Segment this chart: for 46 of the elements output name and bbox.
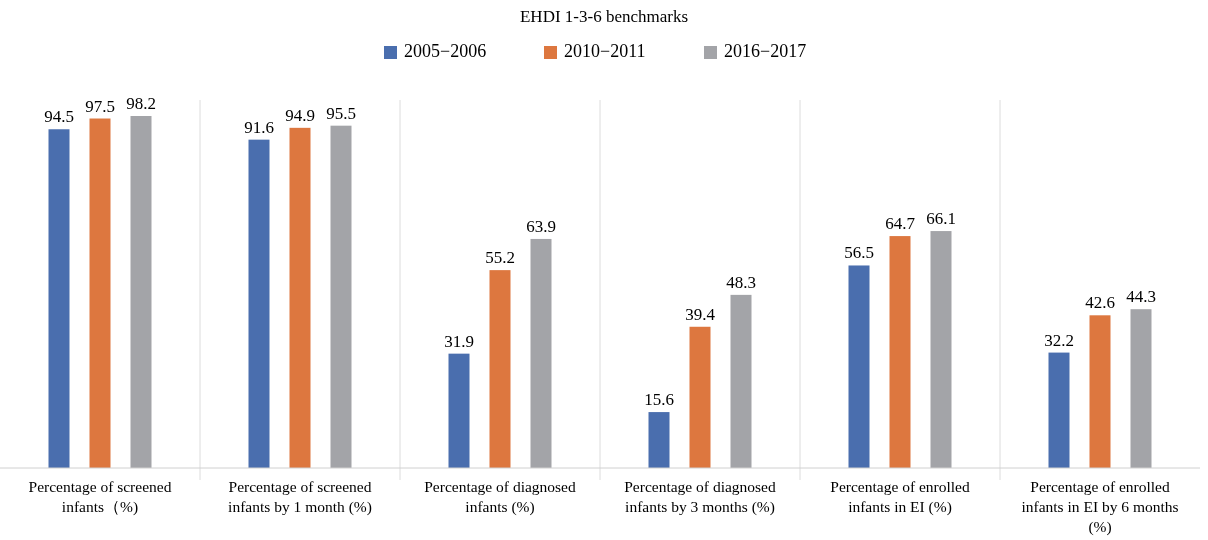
- bar: [1089, 315, 1111, 468]
- bar: [89, 118, 111, 468]
- legend-label: 2016−2017: [724, 41, 807, 61]
- bar: [1048, 352, 1070, 468]
- x-tick-label: Percentage of screened infants（%): [28, 478, 172, 516]
- data-label: 31.9: [444, 331, 474, 351]
- data-label: 55.2: [485, 248, 515, 268]
- bar: [848, 265, 870, 468]
- data-label: 63.9: [526, 216, 556, 236]
- bar: [1130, 309, 1152, 468]
- legend-label: 2010−2011: [564, 41, 646, 61]
- legend-label: 2005−2006: [404, 41, 487, 61]
- data-label: 98.2: [126, 94, 156, 113]
- bar: [330, 125, 352, 468]
- bar: [248, 139, 270, 468]
- data-label: 97.5: [85, 96, 115, 116]
- x-tick-label: Percentage of enrolled infants in EI (%): [830, 478, 970, 516]
- data-label: 64.7: [885, 214, 916, 234]
- x-tick-label: Percentage of enrolled infants in EI by 6 months (%): [1021, 478, 1179, 536]
- bar: [889, 236, 911, 468]
- bar: [689, 326, 711, 468]
- x-tick-label: Percentage of diagnosed infants (%): [424, 478, 576, 516]
- x-tick-label: Percentage of diagnosed infants by 3 months (%): [624, 478, 776, 516]
- bar: [648, 412, 670, 468]
- data-label: 91.6: [244, 117, 274, 137]
- bar: [448, 353, 470, 468]
- data-label: 66.1: [926, 209, 956, 229]
- bar: [530, 238, 552, 468]
- bar: [730, 294, 752, 468]
- bar: [930, 231, 952, 468]
- data-label: 42.6: [1085, 293, 1115, 313]
- data-label: 95.5: [326, 103, 356, 123]
- bar: [48, 129, 70, 468]
- data-label: 44.3: [1126, 287, 1156, 307]
- data-label: 15.6: [644, 390, 674, 410]
- bar: [289, 127, 311, 468]
- x-tick-label: Percentage of screened infants by 1 month (%): [228, 478, 372, 516]
- data-label: 32.2: [1044, 330, 1074, 350]
- data-label: 94.5: [44, 107, 74, 127]
- bar: [130, 116, 152, 468]
- data-label: 39.4: [685, 304, 716, 324]
- data-label: 94.9: [285, 105, 315, 125]
- chart-title: EHDI 1-3-6 benchmarks: [519, 7, 689, 26]
- bar: [489, 270, 511, 468]
- data-label: 48.3: [726, 272, 756, 292]
- data-label: 56.5: [844, 243, 874, 263]
